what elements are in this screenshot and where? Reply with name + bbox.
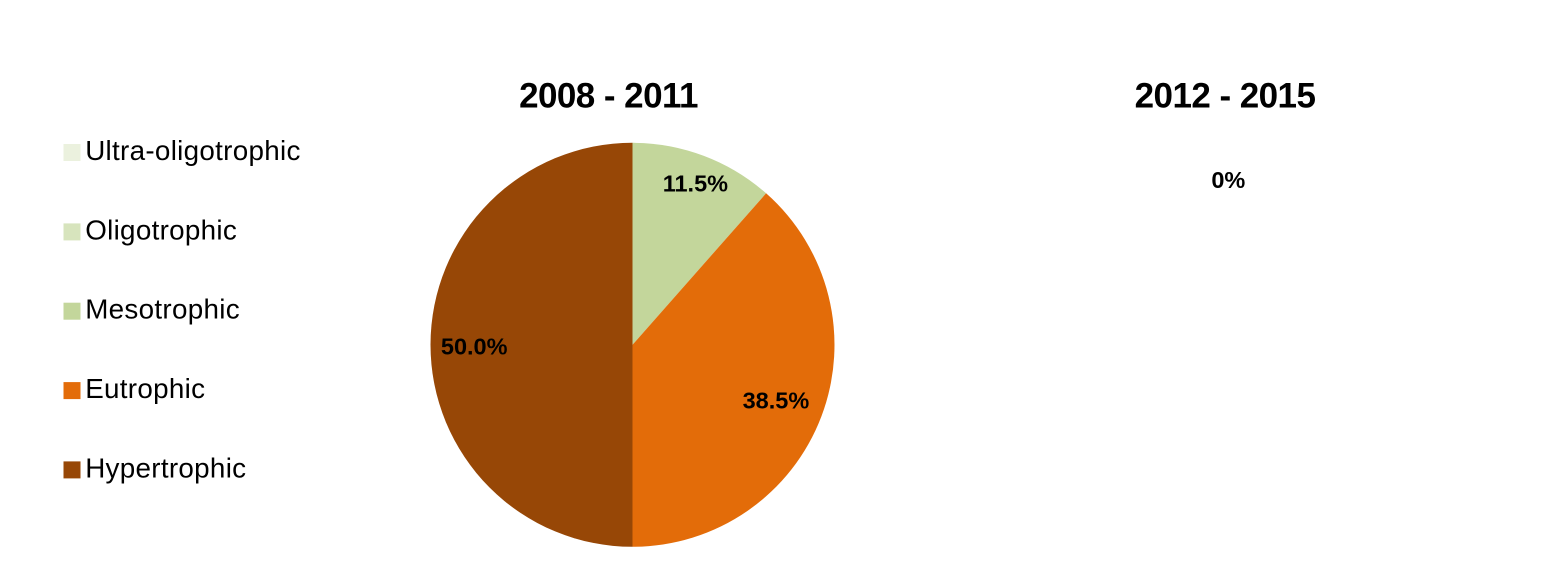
- svg-text:50.0%: 50.0%: [441, 333, 508, 359]
- svg-text:Mesotrophic: Mesotrophic: [85, 294, 240, 325]
- svg-text:11.5%: 11.5%: [663, 171, 728, 197]
- svg-text:Hypertrophic: Hypertrophic: [85, 452, 246, 483]
- svg-text:38.5%: 38.5%: [743, 387, 810, 413]
- svg-text:Eutrophic: Eutrophic: [85, 373, 205, 404]
- svg-text:2008 - 2011: 2008 - 2011: [519, 77, 698, 116]
- svg-text:0%: 0%: [1211, 167, 1245, 193]
- svg-text:Oligotrophic: Oligotrophic: [85, 214, 237, 245]
- svg-text:Ultra-oligotrophic: Ultra-oligotrophic: [85, 135, 301, 166]
- svg-text:2012 - 2015: 2012 - 2015: [1135, 77, 1316, 116]
